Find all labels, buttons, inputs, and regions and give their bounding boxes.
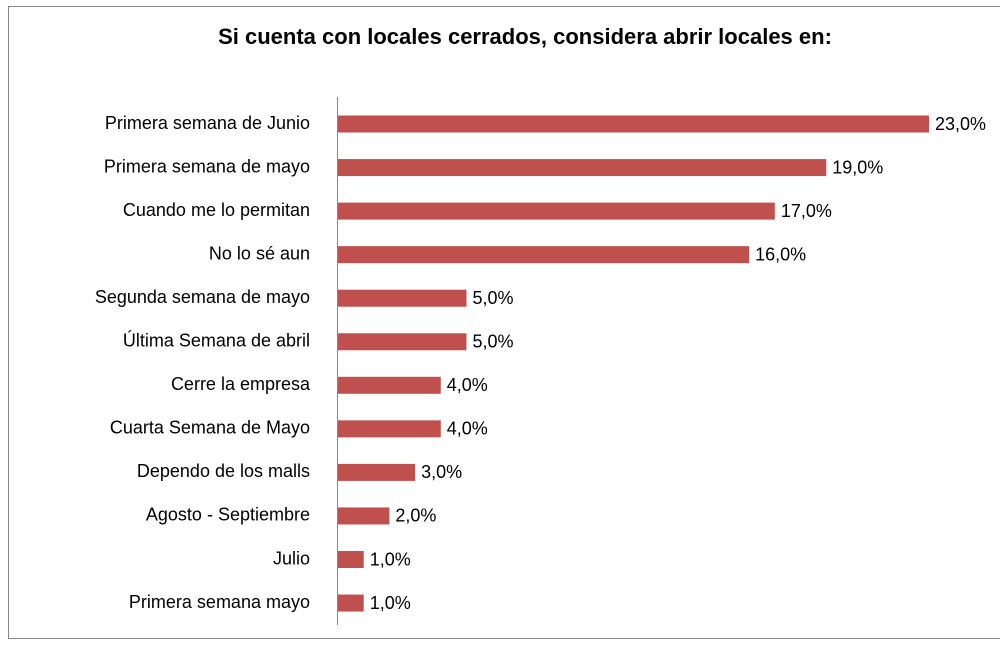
bar (338, 507, 390, 525)
bar (338, 463, 416, 481)
data-label: 4,0% (447, 375, 488, 395)
data-label: 4,0% (447, 419, 488, 439)
chart-border (8, 6, 1000, 639)
data-label: 19,0% (832, 157, 883, 177)
data-label: 23,0% (935, 114, 986, 134)
category-label: Dependo de los malls (137, 461, 310, 481)
category-label: Julio (273, 548, 310, 568)
category-label: Última Semana de abril (123, 330, 310, 351)
category-label: Cerre la empresa (171, 374, 311, 394)
data-label: 1,0% (370, 549, 411, 569)
data-label: 5,0% (472, 288, 513, 308)
category-label: Primera semana de Junio (105, 113, 310, 133)
category-label: Cuarta Semana de Mayo (110, 418, 310, 438)
category-label: Agosto - Septiembre (146, 505, 310, 525)
category-label: Cuando me lo permitan (123, 200, 310, 220)
category-label: No lo sé aun (209, 243, 310, 263)
bar (338, 159, 827, 177)
chart-title: Si cuenta con locales cerrados, consider… (218, 24, 832, 49)
data-label: 5,0% (472, 332, 513, 352)
bar (338, 551, 364, 568)
bar (338, 420, 441, 438)
bar (338, 333, 467, 351)
bar (338, 115, 929, 133)
bar (338, 202, 775, 220)
category-label: Segunda semana de mayo (95, 287, 310, 307)
bar (338, 246, 750, 264)
data-label: 16,0% (755, 244, 806, 264)
data-label: 17,0% (781, 201, 832, 221)
data-label: 2,0% (395, 506, 436, 526)
data-label: 3,0% (421, 462, 462, 482)
data-label: 1,0% (370, 593, 411, 613)
category-label: Primera semana mayo (129, 592, 310, 612)
bar (338, 376, 441, 394)
category-label: Primera semana de mayo (104, 156, 310, 176)
bar (338, 594, 364, 612)
bar (338, 289, 467, 307)
